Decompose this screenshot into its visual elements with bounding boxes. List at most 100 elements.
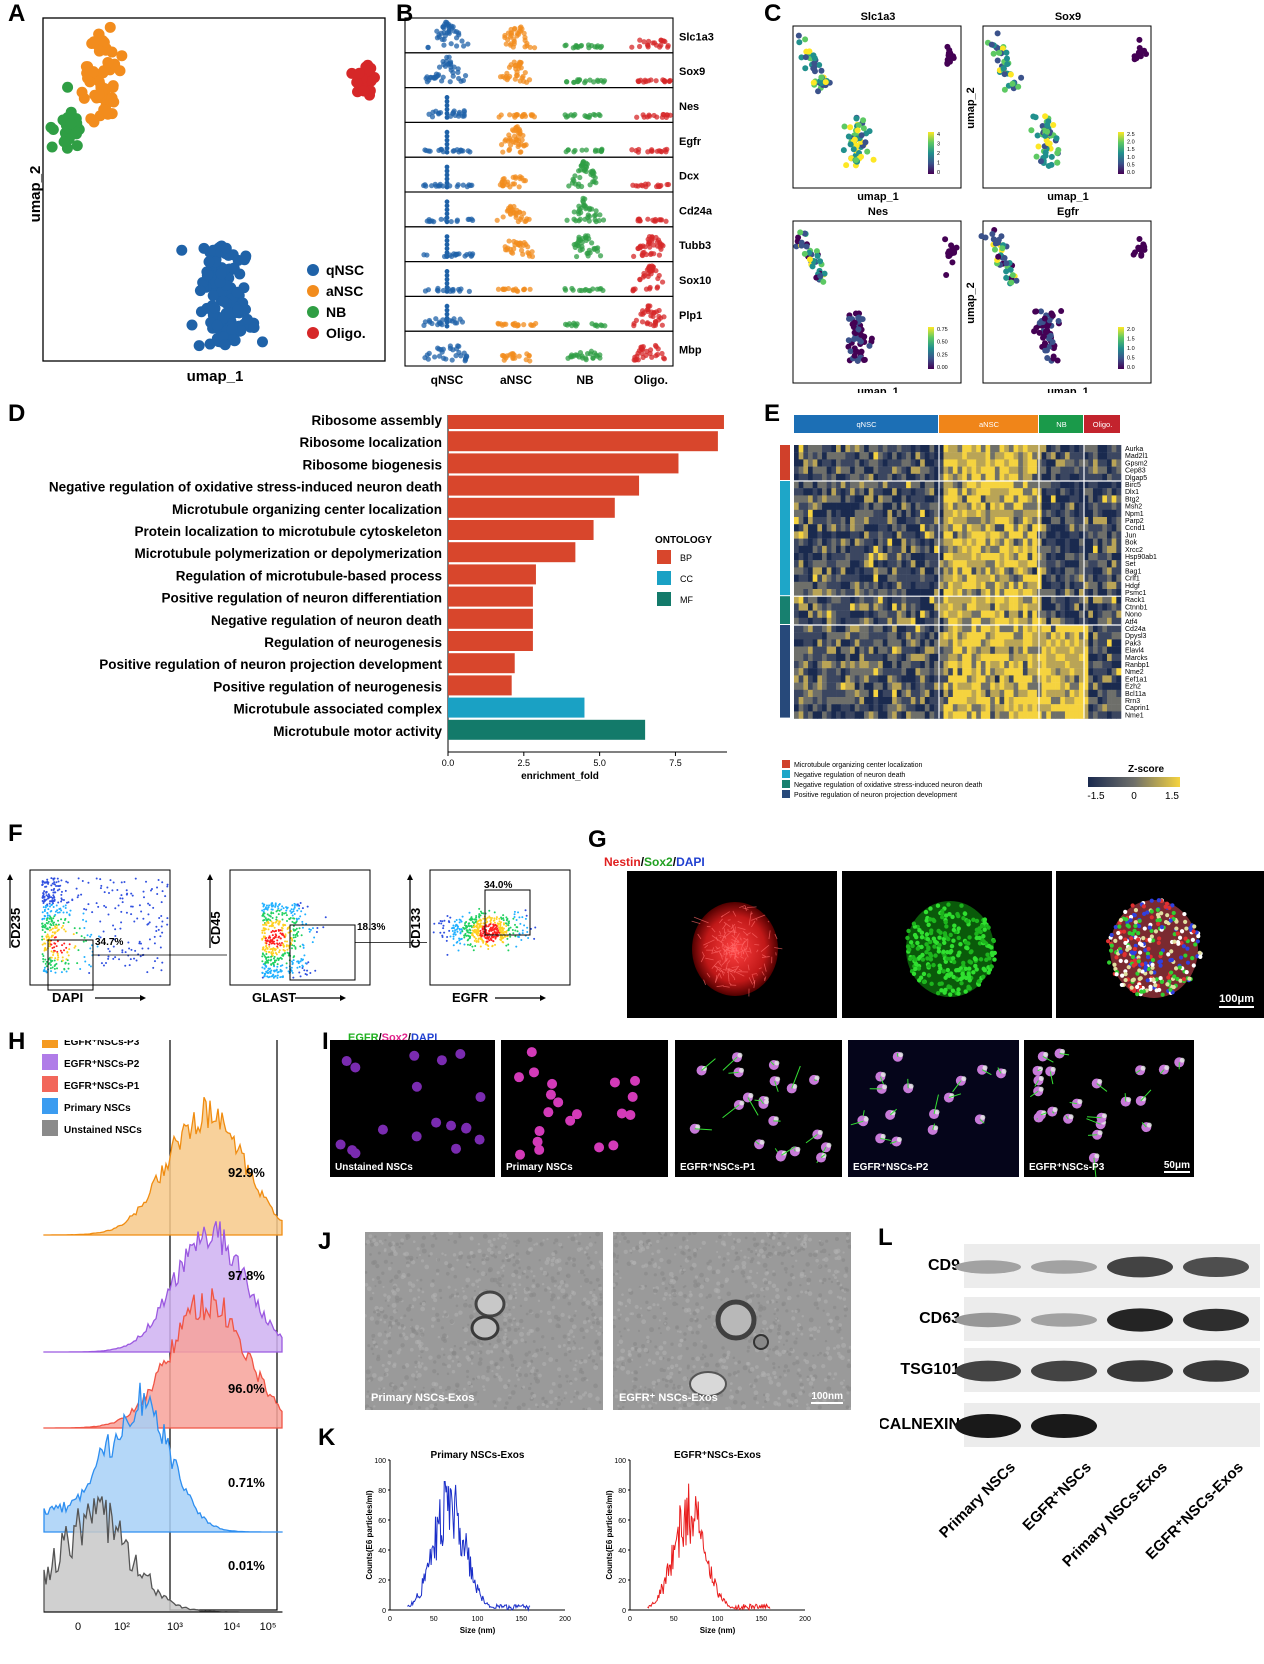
heatmap-cell: [1070, 467, 1075, 474]
heatmap-cell: [1023, 711, 1028, 718]
heatmap-cell: [836, 711, 841, 718]
heatmap-cell: [817, 661, 822, 668]
heatmap-cell: [925, 452, 930, 459]
heatmap-cell: [864, 546, 869, 553]
heatmap-cell: [1116, 668, 1121, 675]
flow-event: [50, 921, 52, 923]
heatmap-cell: [920, 668, 925, 675]
heatmap-cell: [934, 452, 939, 459]
violin-point: [426, 45, 431, 50]
heatmap-cell: [883, 611, 888, 618]
flow-event: [160, 969, 162, 971]
heatmap-cell: [831, 474, 836, 481]
violin-point: [525, 250, 530, 255]
heatmap-cell: [995, 474, 1000, 481]
heatmap-cell: [920, 452, 925, 459]
heatmap-cell: [887, 654, 892, 661]
heatmap-cell: [976, 603, 981, 610]
heatmap-cell: [953, 553, 958, 560]
heatmap-cell: [1018, 639, 1023, 646]
heatmap-cell: [1042, 481, 1047, 488]
flow-event: [46, 912, 48, 914]
heatmap-cell: [817, 481, 822, 488]
flow-event: [61, 952, 63, 954]
heatmap-cell: [799, 546, 804, 553]
heatmap-cell: [990, 445, 995, 452]
flow-event: [87, 882, 89, 884]
heatmap-cell: [887, 517, 892, 524]
heatmap-cell: [934, 524, 939, 531]
heatmap-cell: [1000, 575, 1005, 582]
heatmap-cell: [1004, 668, 1009, 675]
flow-event: [49, 927, 51, 929]
heatmap-cell: [1060, 467, 1065, 474]
heatmap-cell: [1093, 467, 1098, 474]
heatmap-cell: [803, 510, 808, 517]
flow-event: [161, 926, 163, 928]
heatmap-cell: [1042, 567, 1047, 574]
flow-event: [42, 955, 44, 957]
flow-event: [158, 917, 160, 919]
heatmap-cell: [869, 495, 874, 502]
heatmap-cell: [855, 488, 860, 495]
heatmap-cell: [864, 683, 869, 690]
heatmap-cell: [1093, 711, 1098, 718]
violin-point: [456, 344, 461, 349]
flow-event: [68, 921, 70, 923]
heatmap-cell: [864, 625, 869, 632]
heatmap-cell: [803, 668, 808, 675]
heatmap-cell: [1112, 596, 1117, 603]
heatmap-cell: [845, 589, 850, 596]
heatmap-cell: [1116, 524, 1121, 531]
heatmap-cell: [878, 661, 883, 668]
heatmap-cell: [836, 503, 841, 510]
violin-point: [514, 212, 519, 217]
feature-point: [1003, 260, 1009, 266]
heatmap-cell: [1056, 632, 1061, 639]
heatmap-cell: [1116, 503, 1121, 510]
bar-category-label: Ribosome biogenesis: [302, 457, 442, 472]
heatmap-cell: [1051, 524, 1056, 531]
heatmap-cell: [906, 481, 911, 488]
enrichment-bar: [448, 431, 718, 451]
heatmap-cell: [845, 697, 850, 704]
heatmap-cell: [962, 690, 967, 697]
feature-point: [848, 348, 854, 354]
feature-point: [946, 248, 952, 254]
violin-point: [650, 149, 655, 154]
heatmap-cell: [1056, 596, 1061, 603]
heatmap-cell: [883, 704, 888, 711]
heatmap-cell: [1032, 668, 1037, 675]
heatmap-cell: [915, 618, 920, 625]
heatmap-cell: [1102, 661, 1107, 668]
heatmap-cell: [929, 531, 934, 538]
heatmap-gene-label: Rrn3: [1125, 698, 1140, 705]
heatmap-cell: [794, 459, 799, 466]
heatmap-cell: [892, 560, 897, 567]
umap-point-qnsc: [198, 243, 209, 254]
heatmap-cell: [906, 711, 911, 718]
heatmap-cell: [1074, 683, 1079, 690]
heatmap-cell: [892, 567, 897, 574]
violin-point: [571, 288, 576, 293]
heatmap-cell: [925, 704, 930, 711]
heatmap-cell: [934, 625, 939, 632]
heatmap-cell: [1023, 603, 1028, 610]
heatmap-cell: [836, 553, 841, 560]
heatmap-cell: [883, 618, 888, 625]
heatmap-cell: [883, 596, 888, 603]
heatmap-cell: [1000, 452, 1005, 459]
flow-event: [132, 895, 134, 897]
heatmap-cell: [1065, 647, 1070, 654]
heatmap-cell: [1060, 524, 1065, 531]
heatmap-cell: [1107, 553, 1112, 560]
feature-colorbar: [928, 327, 934, 369]
feature-point: [811, 80, 817, 86]
heatmap-cell: [878, 683, 883, 690]
flow-event: [44, 943, 46, 945]
heatmap-cell: [911, 668, 916, 675]
feature-point: [848, 141, 854, 147]
heatmap-cell: [1088, 697, 1093, 704]
heatmap-cell: [883, 488, 888, 495]
heatmap-cell: [887, 625, 892, 632]
